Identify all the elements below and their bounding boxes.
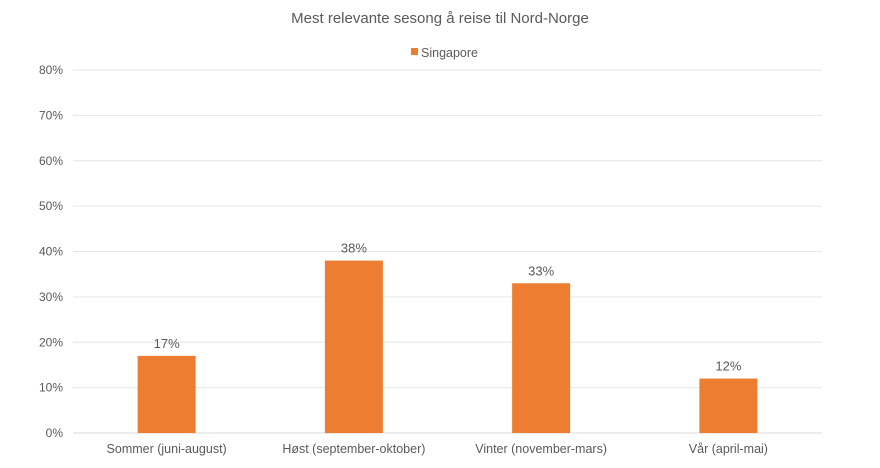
x-tick-label: Vinter (november-mars) xyxy=(475,442,607,456)
y-tick-label: 20% xyxy=(39,335,63,349)
x-tick-label: Vår (april-mai) xyxy=(689,442,768,456)
chart-title: Mest relevante sesong å reise til Nord-N… xyxy=(291,10,589,27)
y-tick-label: 50% xyxy=(39,199,63,213)
y-tick-label: 30% xyxy=(39,290,63,304)
bars: 17% 38% 33% 12% xyxy=(137,241,758,433)
x-tick-label: Sommer (juni-august) xyxy=(107,442,227,456)
bar xyxy=(512,283,571,433)
legend-swatch xyxy=(411,48,418,55)
data-label: 33% xyxy=(528,263,554,278)
data-label: 12% xyxy=(715,359,741,374)
y-tick-label: 80% xyxy=(39,63,63,77)
y-tick-label: 0% xyxy=(46,426,64,440)
bar xyxy=(324,260,383,433)
data-label: 17% xyxy=(154,336,180,351)
y-tick-label: 70% xyxy=(39,108,63,122)
legend: Singapore xyxy=(411,46,478,60)
gridlines xyxy=(73,69,822,434)
y-axis: 0% 10% 20% 30% 40% 50% 60% 70% 80% xyxy=(39,63,63,440)
bar xyxy=(699,378,758,433)
y-tick-label: 40% xyxy=(39,245,63,259)
x-tick-label: Høst (september-oktober) xyxy=(282,442,425,456)
y-tick-label: 10% xyxy=(39,381,63,395)
bar xyxy=(137,355,196,433)
data-label: 38% xyxy=(341,241,367,256)
legend-label: Singapore xyxy=(421,46,478,60)
x-axis: Sommer (juni-august) Høst (september-okto… xyxy=(107,442,768,456)
y-tick-label: 60% xyxy=(39,154,63,168)
